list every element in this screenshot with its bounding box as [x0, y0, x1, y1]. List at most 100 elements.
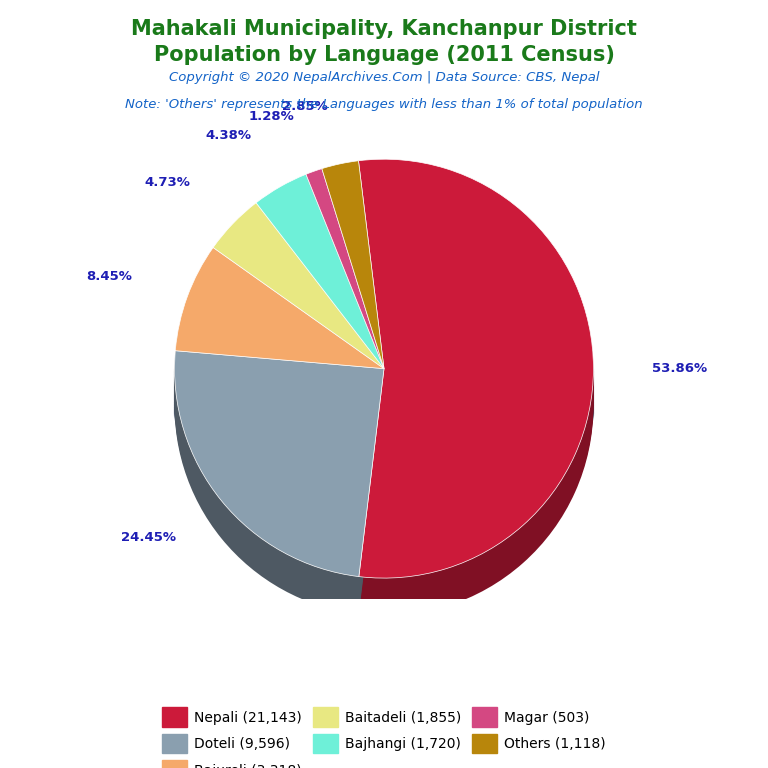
Ellipse shape: [174, 316, 594, 462]
Wedge shape: [256, 187, 384, 381]
Wedge shape: [359, 159, 594, 578]
Wedge shape: [174, 351, 384, 577]
Wedge shape: [214, 220, 384, 386]
Wedge shape: [214, 205, 384, 371]
Wedge shape: [359, 167, 594, 586]
Wedge shape: [322, 170, 384, 379]
Wedge shape: [256, 182, 384, 376]
Wedge shape: [175, 253, 384, 374]
Ellipse shape: [174, 313, 594, 459]
Text: Note: 'Others' represents the Languages with less than 1% of total population: Note: 'Others' represents the Languages …: [125, 98, 643, 111]
Ellipse shape: [174, 340, 594, 487]
Wedge shape: [214, 218, 384, 384]
Wedge shape: [256, 174, 384, 369]
Wedge shape: [256, 184, 384, 379]
Wedge shape: [174, 376, 384, 601]
Wedge shape: [175, 285, 384, 406]
Wedge shape: [214, 210, 384, 376]
Wedge shape: [359, 162, 594, 581]
Wedge shape: [306, 169, 384, 369]
Wedge shape: [174, 366, 384, 591]
Wedge shape: [322, 198, 384, 406]
Wedge shape: [306, 186, 384, 386]
Wedge shape: [175, 270, 384, 391]
Wedge shape: [256, 177, 384, 371]
Wedge shape: [359, 179, 594, 598]
Wedge shape: [359, 164, 594, 583]
Wedge shape: [214, 225, 384, 391]
Wedge shape: [256, 200, 384, 394]
Wedge shape: [174, 389, 384, 614]
Wedge shape: [214, 223, 384, 389]
Wedge shape: [175, 247, 384, 369]
Wedge shape: [174, 379, 384, 604]
Wedge shape: [175, 257, 384, 379]
Wedge shape: [256, 194, 384, 389]
Wedge shape: [175, 280, 384, 402]
Ellipse shape: [174, 336, 594, 482]
Ellipse shape: [174, 310, 594, 457]
Wedge shape: [322, 194, 384, 402]
Wedge shape: [322, 186, 384, 394]
Wedge shape: [256, 204, 384, 399]
Wedge shape: [174, 383, 384, 609]
Text: Mahakali Municipality, Kanchanpur District: Mahakali Municipality, Kanchanpur Distri…: [131, 19, 637, 39]
Text: 2.85%: 2.85%: [282, 100, 328, 113]
Wedge shape: [322, 178, 384, 386]
Wedge shape: [214, 228, 384, 394]
Ellipse shape: [174, 300, 594, 447]
Wedge shape: [306, 189, 384, 389]
Wedge shape: [306, 207, 384, 406]
Wedge shape: [359, 197, 594, 616]
Wedge shape: [174, 386, 384, 612]
Wedge shape: [306, 184, 384, 384]
Wedge shape: [174, 369, 384, 594]
Wedge shape: [359, 190, 594, 608]
Wedge shape: [174, 356, 384, 581]
Wedge shape: [322, 164, 384, 371]
Wedge shape: [359, 182, 594, 601]
Ellipse shape: [174, 323, 594, 469]
Wedge shape: [256, 207, 384, 402]
Wedge shape: [322, 188, 384, 396]
Text: 4.73%: 4.73%: [145, 177, 190, 190]
Wedge shape: [175, 250, 384, 371]
Wedge shape: [175, 255, 384, 376]
Text: 53.86%: 53.86%: [652, 362, 707, 375]
Wedge shape: [256, 192, 384, 386]
Wedge shape: [214, 203, 384, 369]
Wedge shape: [306, 171, 384, 371]
Text: Copyright © 2020 NepalArchives.Com | Data Source: CBS, Nepal: Copyright © 2020 NepalArchives.Com | Dat…: [169, 71, 599, 84]
Text: 1.28%: 1.28%: [249, 110, 294, 123]
Wedge shape: [306, 181, 384, 381]
Wedge shape: [174, 381, 384, 607]
Wedge shape: [359, 177, 594, 596]
Wedge shape: [214, 230, 384, 396]
Wedge shape: [359, 187, 594, 606]
Text: 24.45%: 24.45%: [121, 531, 176, 545]
Wedge shape: [359, 184, 594, 603]
Wedge shape: [322, 191, 384, 399]
Wedge shape: [306, 204, 384, 404]
Ellipse shape: [174, 306, 594, 452]
Wedge shape: [175, 275, 384, 396]
Wedge shape: [359, 194, 594, 614]
Ellipse shape: [174, 333, 594, 480]
Wedge shape: [359, 172, 594, 591]
Wedge shape: [306, 176, 384, 376]
Wedge shape: [359, 174, 594, 593]
Wedge shape: [174, 353, 384, 579]
Wedge shape: [214, 236, 384, 402]
Wedge shape: [359, 192, 594, 611]
Wedge shape: [322, 161, 384, 369]
Wedge shape: [174, 361, 384, 587]
Ellipse shape: [174, 303, 594, 449]
Wedge shape: [322, 166, 384, 374]
Wedge shape: [214, 215, 384, 381]
Wedge shape: [256, 210, 384, 404]
Ellipse shape: [174, 298, 594, 445]
Wedge shape: [359, 169, 594, 588]
Wedge shape: [256, 212, 384, 406]
Wedge shape: [214, 208, 384, 374]
Wedge shape: [322, 180, 384, 389]
